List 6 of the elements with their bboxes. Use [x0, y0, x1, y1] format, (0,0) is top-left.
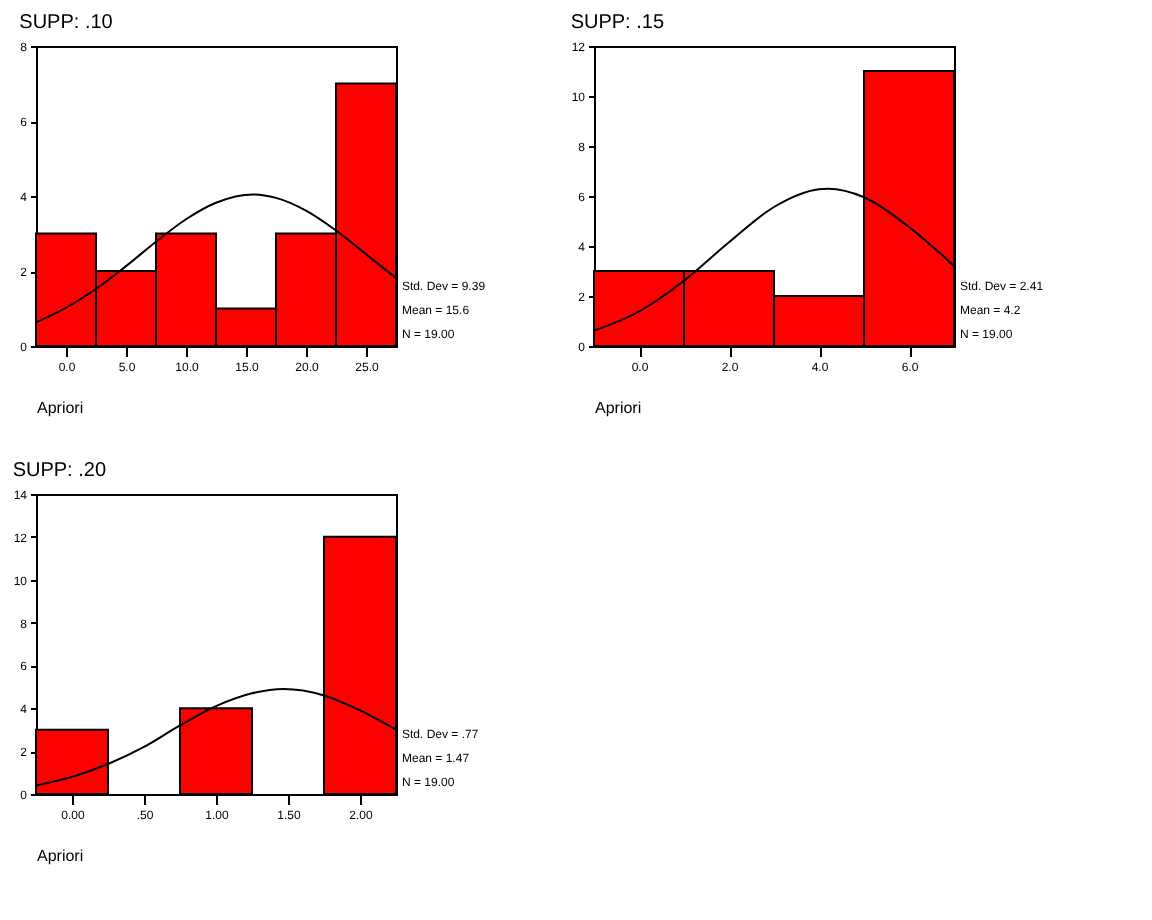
chart-title: SUPP: .10 [19, 12, 114, 34]
chart-title: SUPP: .15 [570, 12, 665, 34]
x-axis-title: Apriori [37, 399, 84, 417]
x-axis-title: Apriori [37, 847, 84, 865]
chart-title: SUPP: .20 [12, 460, 107, 482]
x-axis-title: Apriori [595, 399, 642, 417]
